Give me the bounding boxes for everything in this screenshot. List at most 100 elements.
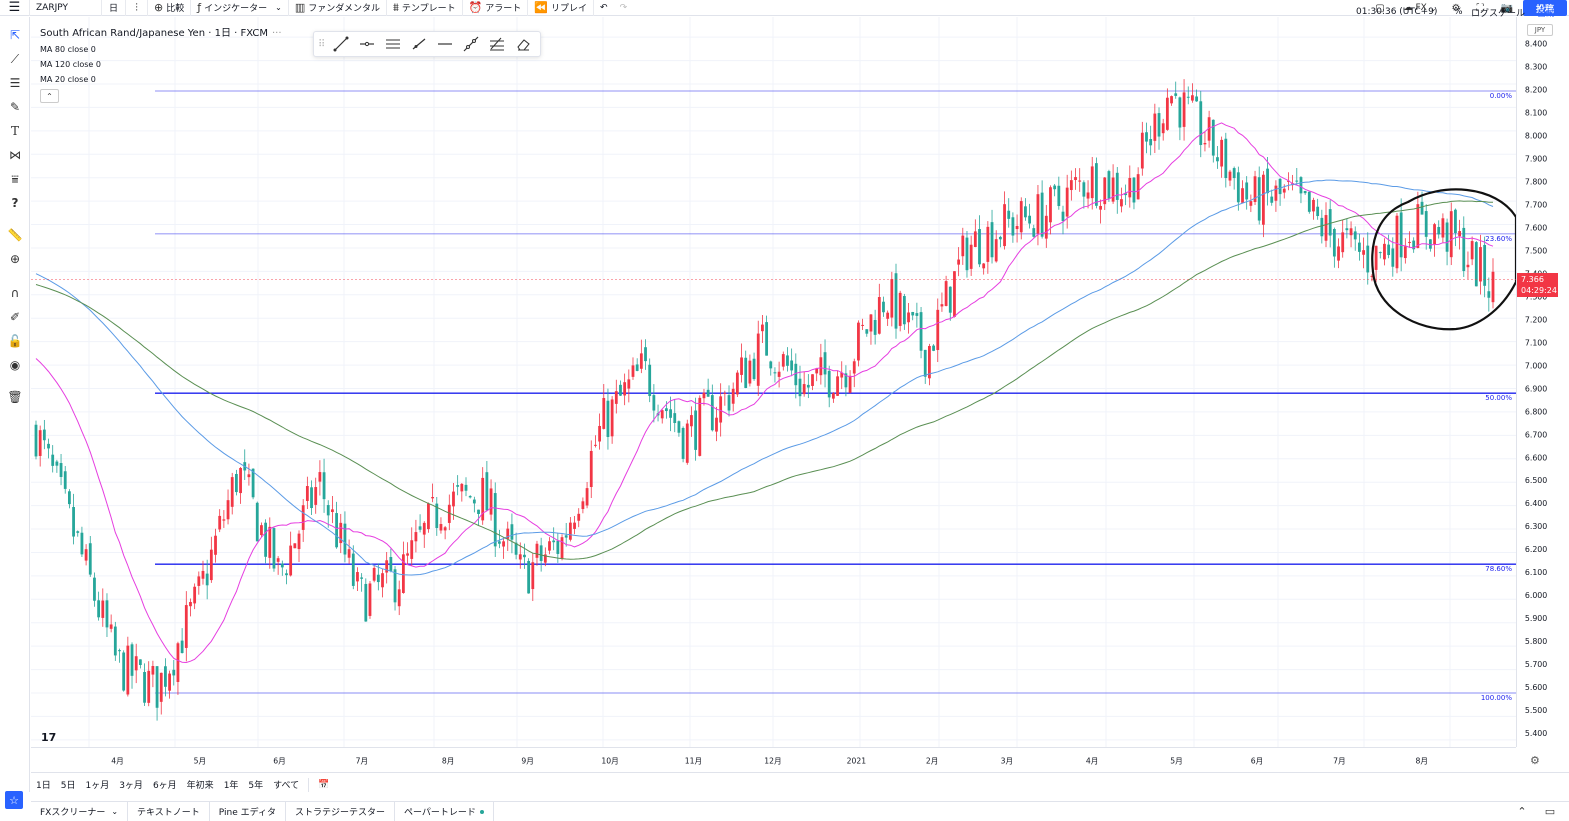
candle-body <box>164 666 167 687</box>
price-chart[interactable]: 0.00% 23.60% 50.00% 78.60% 100.00% <box>31 17 1516 747</box>
zoom-tool[interactable]: ⊕ <box>4 249 26 269</box>
ma20-legend[interactable]: MA 20 close 0 <box>40 75 96 84</box>
price-axis[interactable]: 8.400 8.300 8.200 8.100 8.000 7.900 7.800 7.700… <box>1516 17 1569 747</box>
range-button[interactable]: 1日 <box>36 781 51 791</box>
candle-body <box>1019 201 1023 233</box>
templates-label: テンプレート <box>401 4 456 14</box>
ruler-tool[interactable]: 📏 <box>4 225 26 245</box>
bottom-tab[interactable]: ペーパートレード <box>395 801 494 821</box>
range-button[interactable]: 1ヶ月 <box>85 781 110 791</box>
lock-tool[interactable]: 🔓 <box>4 331 26 351</box>
layout-toggle-button[interactable]: ▢ <box>1371 0 1389 16</box>
magnet-tool[interactable]: ∩ <box>4 283 26 303</box>
range-button[interactable]: 年初来 <box>186 781 214 791</box>
time-axis[interactable]: 4月 5月 6月 7月 8月 9月 10月 11月 12月 2021 2月 3月 4月 5月 6月 7月 8月 <box>31 747 1516 771</box>
pattern-tool[interactable]: ⋈ <box>4 145 26 165</box>
delete-tool[interactable]: 🗑 <box>4 387 26 407</box>
goto-date-button[interactable]: 📅 <box>313 780 334 790</box>
compare-button[interactable]: ⊕ 比較 <box>148 0 192 16</box>
text-tool[interactable]: T <box>4 121 26 141</box>
publish-button[interactable]: 投稿 <box>1523 0 1567 16</box>
ruler-icon: 📏 <box>7 228 23 242</box>
interval-button[interactable]: 日 <box>102 0 126 16</box>
range-button[interactable]: 5年 <box>248 781 264 791</box>
bottom-tab[interactable]: FXスクリーナー ⌄ <box>31 801 129 821</box>
fib-extension-button[interactable] <box>484 32 510 56</box>
watchlist-star-button[interactable]: ☆ <box>5 791 23 809</box>
ma20-line[interactable] <box>35 122 1494 664</box>
legend-collapse-button[interactable]: ⌃ <box>40 89 59 103</box>
ma80-legend[interactable]: MA 80 close 0 <box>40 45 96 54</box>
auto-scale-button[interactable]: 自動 <box>1537 0 1555 24</box>
bottom-tab[interactable]: テキストノート <box>128 801 210 821</box>
fullscreen-button[interactable]: ⛶ <box>1471 0 1489 16</box>
ray-button[interactable] <box>406 32 432 56</box>
candle-body <box>406 553 409 556</box>
indicators-button[interactable]: ƒ インジケーター ⌄ <box>191 0 289 16</box>
maximize-panel-button[interactable]: ▭ <box>1542 801 1558 821</box>
chart-style-button[interactable]: ⫶ <box>126 0 148 16</box>
tradingview-logo[interactable]: 17 <box>41 731 57 744</box>
candle-body <box>932 345 935 351</box>
collapse-panel-button[interactable]: ⌃ <box>1514 801 1530 821</box>
candle-body <box>902 296 906 325</box>
candle-body <box>915 313 919 316</box>
horizontal-line-button[interactable] <box>432 32 458 56</box>
more-icon[interactable]: ··· <box>271 28 282 39</box>
help-tool[interactable]: ? <box>4 193 26 213</box>
currency-badge[interactable]: JPY <box>1527 24 1553 36</box>
templates-button[interactable]: ⩩ テンプレート <box>387 0 463 16</box>
log-scale-button[interactable]: ログスケール <box>1471 0 1525 24</box>
extended-line-button[interactable] <box>458 32 484 56</box>
candle-body <box>1003 204 1006 247</box>
range-button[interactable]: 5日 <box>60 781 76 791</box>
cloud-icon: ☁ <box>1403 3 1413 13</box>
trend-line-button[interactable] <box>328 32 354 56</box>
hide-tool[interactable]: ◉ <box>4 355 26 375</box>
range-button[interactable]: 3ヶ月 <box>119 781 143 791</box>
eraser-button[interactable] <box>510 32 536 56</box>
range-button[interactable]: 1年 <box>223 781 239 791</box>
replay-label: リプレイ <box>551 4 588 14</box>
fib-tool[interactable]: ☰ <box>4 73 26 93</box>
percent-scale-button[interactable]: % <box>1454 0 1463 24</box>
drag-handle-icon[interactable]: ⠿ <box>318 38 326 50</box>
fundamentals-button[interactable]: ▥ ファンダメンタル <box>289 0 387 16</box>
candle-body <box>836 376 839 396</box>
bottom-tab[interactable]: ストラテジーテスター <box>286 801 395 821</box>
horizontal-ray-button[interactable] <box>354 32 380 56</box>
candle-body <box>276 558 280 562</box>
cursor-tool[interactable]: ⇱ <box>4 25 26 45</box>
redo-button[interactable]: ↷ <box>614 0 634 16</box>
axis-settings-button[interactable]: ⚙ <box>1530 754 1540 767</box>
settings-button[interactable]: ⚙ <box>1448 0 1464 16</box>
menu-button[interactable]: ☰ <box>0 0 30 16</box>
candle-body <box>1337 246 1340 261</box>
trend-line-tool[interactable]: ⟋ <box>4 49 26 69</box>
candle-body <box>1370 275 1374 277</box>
layout-select-button[interactable]: ☁ FX ⌄ <box>1396 0 1444 16</box>
bottom-tab[interactable]: Pine エディタ <box>210 801 286 821</box>
parallel-channel-button[interactable] <box>380 32 406 56</box>
symbol-title[interactable]: South African Rand/Japanese Yen · 1日 · F… <box>40 24 282 39</box>
prediction-tool[interactable]: ⩸ <box>4 169 26 189</box>
ma120-legend[interactable]: MA 120 close 0 <box>40 60 101 69</box>
hand-drawn-circle-annotation[interactable] <box>1371 188 1516 331</box>
candle-body <box>1424 211 1428 237</box>
brush-tool[interactable]: ✎ <box>4 97 26 117</box>
candle-body <box>1195 96 1198 102</box>
fibonacci-retracement[interactable]: 0.00% 23.60% 50.00% 78.60% 100.00% <box>155 90 1516 702</box>
range-button[interactable]: すべて <box>273 781 300 791</box>
range-button[interactable]: 6ヶ月 <box>152 781 177 791</box>
alert-button[interactable]: ⏰ アラート <box>463 0 529 16</box>
snapshot-button[interactable]: 📷 <box>1497 0 1517 16</box>
ma120-line[interactable] <box>35 200 1494 560</box>
symbol-search-button[interactable]: ZARJPY <box>30 0 102 16</box>
timezone-button[interactable]: 01:30:36 (UTC+9) <box>1356 0 1437 24</box>
stay-drawing-tool[interactable]: ✐ <box>4 307 26 327</box>
candle-body <box>1487 291 1491 298</box>
ma80-line[interactable] <box>35 179 1494 576</box>
undo-button[interactable]: ↶ <box>594 0 614 16</box>
candle-body <box>1015 225 1019 230</box>
replay-button[interactable]: ⏪ リプレイ <box>528 0 595 16</box>
